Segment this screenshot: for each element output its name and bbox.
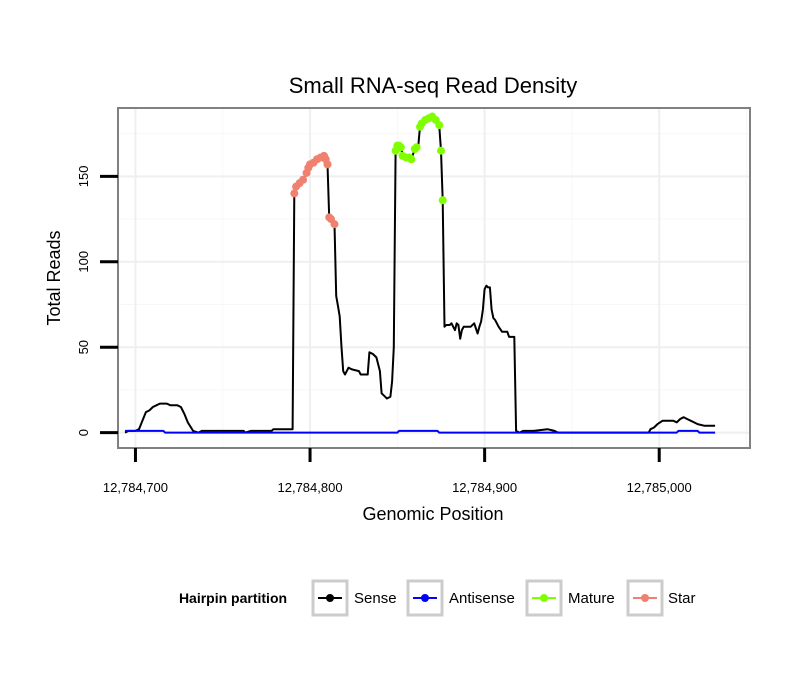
legend-item-antisense: Antisense <box>406 579 515 617</box>
legend-item-mature: Mature <box>525 579 615 617</box>
y-tick-label: 150 <box>76 165 91 187</box>
series-layer <box>124 112 716 434</box>
axes: 12,784,700 12,784,800 12,784,900 12,785,000… <box>76 165 692 495</box>
legend-label-sense: Sense <box>354 590 397 607</box>
legend-label-antisense: Antisense <box>449 590 515 607</box>
legend-key-dot <box>421 594 429 602</box>
mature-point <box>435 121 444 130</box>
legend-title: Hairpin partition <box>179 590 287 606</box>
y-tick-label: 100 <box>76 251 91 273</box>
x-tick-label: 12,784,900 <box>452 480 517 495</box>
y-tick-label: 0 <box>76 429 91 436</box>
legend-key-dot <box>641 594 649 602</box>
x-axis-title: Genomic Position <box>362 504 503 524</box>
y-axis-title: Total Reads <box>44 230 64 325</box>
legend-key-dot <box>540 594 548 602</box>
mature-point <box>436 146 445 155</box>
antisense-line <box>125 429 716 434</box>
legend-key-dot <box>326 594 334 602</box>
legend-item-sense: Sense <box>311 579 397 617</box>
star-point <box>299 175 308 184</box>
x-tick-label: 12,784,800 <box>278 480 343 495</box>
mature-point <box>407 155 416 164</box>
legend: Hairpin partition Sense Antisense Mature Sta… <box>179 579 696 617</box>
x-tick-label: 12,785,000 <box>627 480 692 495</box>
plot-border <box>117 107 751 449</box>
chart-title: Small RNA-seq Read Density <box>289 73 578 98</box>
mature-point <box>412 143 421 152</box>
legend-label-mature: Mature <box>568 590 615 607</box>
mature-point <box>396 143 405 152</box>
star-point <box>330 220 339 229</box>
x-tick-label: 12,784,700 <box>103 480 168 495</box>
plot-background <box>118 108 750 448</box>
star-point <box>323 160 332 169</box>
legend-item-star: Star <box>626 579 696 617</box>
mature-point <box>438 196 447 205</box>
y-tick-label: 50 <box>76 340 91 354</box>
star-point <box>290 189 299 198</box>
legend-label-star: Star <box>668 590 696 607</box>
